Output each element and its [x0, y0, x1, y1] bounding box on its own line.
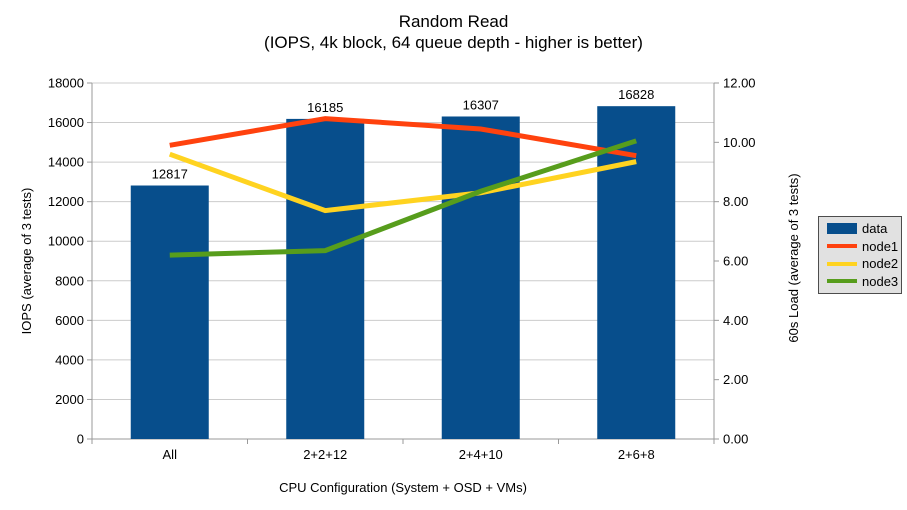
chart-title: Random Read (IOPS, 4k block, 64 queue de…: [0, 11, 907, 53]
bar-value-label: 16307: [463, 97, 499, 112]
bar-data: [441, 116, 520, 440]
legend: data node1 node2 node3: [818, 216, 902, 294]
legend-label-data: data: [862, 221, 888, 237]
legend-label-node2: node2: [862, 256, 899, 272]
right-axis-tick-label: 12.00: [723, 76, 756, 91]
left-axis-tick-label: 12000: [48, 194, 84, 209]
bar-data: [286, 118, 365, 439]
legend-item-node1: node1: [827, 239, 901, 254]
bar-value-label: 12817: [152, 167, 188, 182]
left-axis-tick-label: 0: [77, 432, 84, 447]
x-tick-label: All: [163, 447, 178, 462]
right-axis-tick-label: 6.00: [723, 254, 748, 269]
left-axis-tick-label: 4000: [55, 352, 84, 367]
legend-item-data: data: [827, 221, 901, 236]
left-axis-tick-label: 10000: [48, 234, 84, 249]
left-axis-tick-label: 14000: [48, 155, 84, 170]
bar-value-label: 16185: [307, 100, 343, 115]
right-axis-tick-label: 4.00: [723, 313, 748, 328]
right-axis-tick-label: 8.00: [723, 194, 748, 209]
legend-item-node2: node2: [827, 256, 901, 271]
legend-swatch-node1: [827, 244, 857, 249]
x-tick-label: 2+2+12: [303, 447, 347, 462]
line-node2: [168, 151, 637, 214]
left-axis-tick-label: 16000: [48, 115, 84, 130]
line-node3: [169, 138, 638, 258]
left-axis-tick-label: 8000: [55, 273, 84, 288]
x-tick-label: 2+4+10: [459, 447, 503, 462]
left-axis-tick-label: 6000: [55, 313, 84, 328]
legend-label-node3: node3: [862, 273, 899, 289]
legend-label-node1: node1: [862, 238, 899, 254]
legend-swatch-data: [827, 223, 857, 235]
bar-data: [130, 185, 209, 439]
left-axis-tick-label: 2000: [55, 392, 84, 407]
legend-swatch-node3: [827, 279, 857, 284]
bar-value-label: 16828: [618, 87, 654, 102]
x-axis-title: CPU Configuration (System + OSD + VMs): [279, 480, 527, 495]
bar-data: [597, 106, 676, 439]
chart-title-line2: (IOPS, 4k block, 64 queue depth - higher…: [264, 33, 643, 52]
left-axis-tick-label: 18000: [48, 76, 84, 91]
line-node1: [169, 116, 637, 159]
x-tick-label: 2+6+8: [618, 447, 655, 462]
right-axis-tick-label: 0.00: [723, 432, 748, 447]
chart-title-line1: Random Read: [398, 12, 509, 31]
right-axis-tick-label: 10.00: [723, 135, 756, 150]
legend-item-node3: node3: [827, 274, 901, 289]
legend-swatch-node2: [827, 261, 857, 266]
right-axis-tick-label: 2.00: [723, 372, 748, 387]
